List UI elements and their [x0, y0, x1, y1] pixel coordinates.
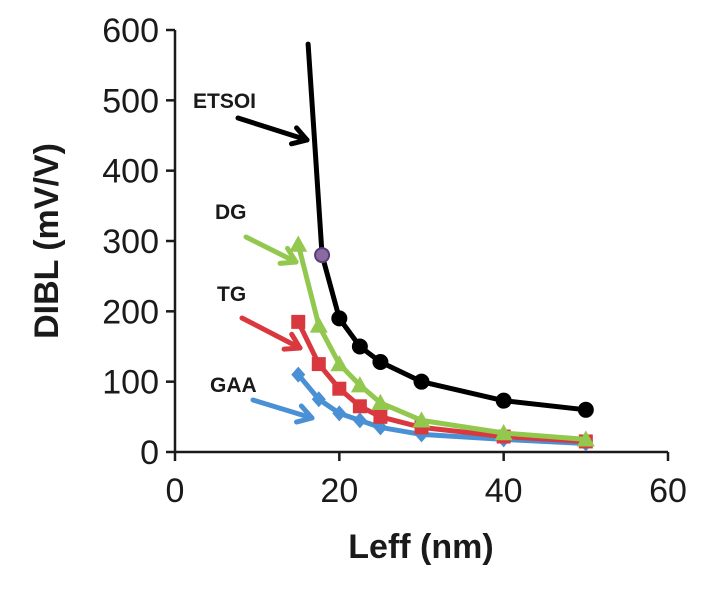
etsoi-annotation-arrow — [235, 115, 310, 143]
dg-annotation-label: DG — [215, 201, 247, 224]
x-tick-label: 0 — [166, 472, 185, 510]
tg-marker — [311, 357, 326, 372]
y-tick-label: 300 — [102, 223, 159, 261]
dg-annotation-arrowhead — [277, 245, 299, 266]
y-tick-label: 600 — [102, 12, 159, 50]
gaa-marker — [332, 405, 347, 422]
tg-marker — [352, 399, 367, 414]
y-axis-label: DIBL (mV/V) — [28, 143, 66, 339]
series-layer — [289, 41, 595, 452]
x-tick-label: 60 — [649, 472, 687, 510]
gaa-annotation-label: GAA — [210, 374, 257, 397]
dg-marker — [576, 430, 595, 447]
tg-annotation-arrow — [239, 315, 303, 351]
tg-marker — [373, 409, 388, 424]
etsoi-annotation-arrowhead — [288, 125, 310, 147]
etsoi-marker — [577, 401, 594, 418]
dg-marker — [289, 235, 308, 252]
dg-annotation-arrow — [243, 234, 299, 265]
dg-marker — [412, 411, 431, 428]
tg-annotation-label: TG — [217, 283, 246, 306]
gaa-annotation-arrowhead — [294, 403, 315, 425]
etsoi-marker — [314, 247, 331, 264]
gaa-annotation-arrow — [250, 397, 315, 421]
x-tick-label: 20 — [320, 472, 358, 510]
etsoi-marker — [413, 373, 430, 390]
x-tick-label: 40 — [485, 472, 523, 510]
etsoi-marker — [495, 392, 512, 409]
etsoi-marker — [331, 310, 348, 327]
tg-annotation-arrowhead — [281, 331, 303, 352]
ticks: 0 100 200 300 400 500 600 0 20 40 60 — [102, 12, 687, 510]
etsoi-marker — [372, 353, 389, 370]
y-tick-label: 500 — [102, 82, 159, 120]
y-tick-label: 100 — [102, 364, 159, 402]
gaa-marker — [291, 366, 306, 383]
etsoi-annotation-label: ETSOI — [193, 90, 256, 113]
x-axis-label: Leff (nm) — [348, 528, 493, 566]
dg-marker — [309, 316, 328, 333]
gaa-marker — [311, 391, 326, 408]
y-tick-label: 200 — [102, 293, 159, 331]
annotation-layer: ETSOI DG TG GAA — [193, 90, 315, 425]
tg-marker — [291, 314, 306, 329]
etsoi-series-line — [305, 41, 589, 413]
gaa-marker — [352, 412, 367, 429]
y-tick-label: 0 — [140, 434, 159, 472]
dg-marker — [330, 355, 349, 372]
tg-marker — [332, 381, 347, 396]
dg-marker — [494, 424, 513, 441]
y-tick-label: 400 — [102, 153, 159, 191]
dg-marker — [350, 376, 369, 393]
etsoi-marker — [351, 338, 368, 355]
dg-marker — [371, 393, 390, 410]
